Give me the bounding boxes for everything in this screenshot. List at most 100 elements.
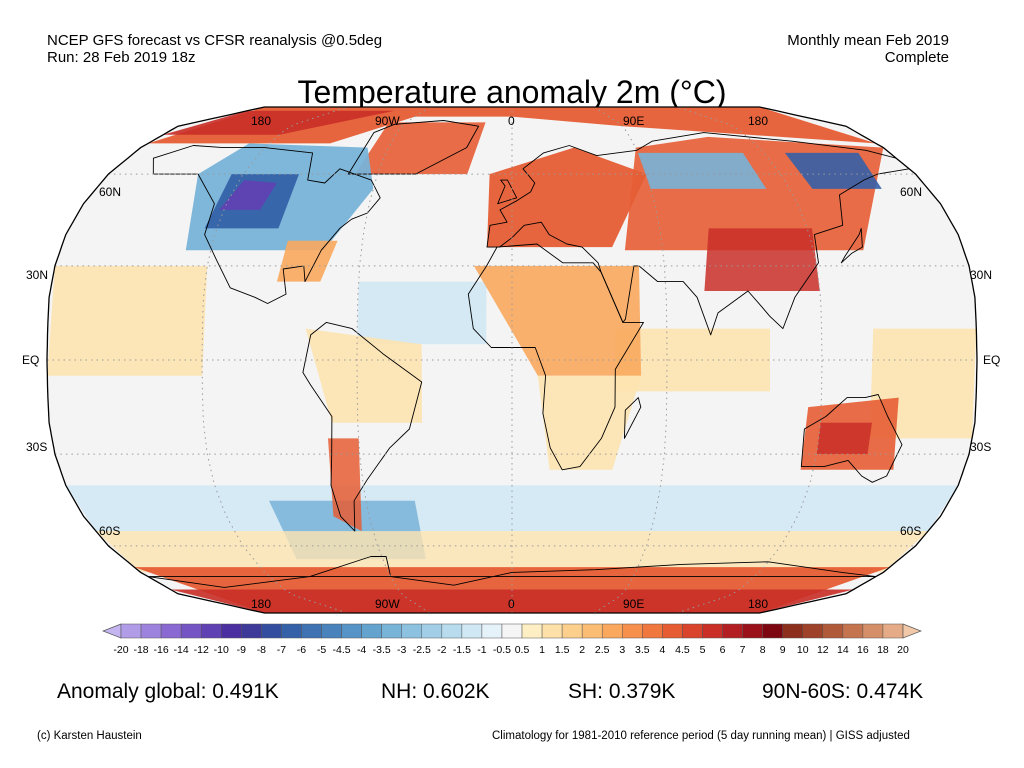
- colorbar-swatch: [140, 623, 162, 639]
- colorbar-swatch: [782, 623, 803, 639]
- colorbar-swatch: [762, 623, 783, 639]
- colorbar-swatch: [401, 623, 423, 639]
- colorbar-swatch: [241, 623, 262, 639]
- colorbar-tick-label: 0.5: [515, 644, 530, 656]
- colorbar-tick-label: 14: [837, 644, 849, 656]
- colorbar-tick-label: 3.5: [635, 644, 650, 656]
- colorbar-swatch: [120, 623, 142, 639]
- colorbar-tick-label: -18: [133, 644, 148, 656]
- western-canada-extreme-cold: [219, 180, 277, 210]
- colorbar-tick-label: 18: [877, 644, 889, 656]
- greenland-warm: [355, 122, 486, 175]
- coast-australia: [800, 394, 903, 483]
- colorbar-tick-label: 1: [539, 644, 545, 656]
- colorbar-tick-label: -6: [297, 644, 306, 656]
- colorbar-tick-label: 5: [700, 644, 706, 656]
- lat-label-right-60s: 60S: [900, 524, 922, 538]
- colorbar-tick-label: -10: [214, 644, 229, 656]
- colorbar-swatch: [882, 623, 904, 639]
- coast-antarctica: [147, 556, 877, 588]
- colorbar-tick-label: 16: [857, 644, 869, 656]
- colorbar-swatch: [160, 623, 182, 639]
- lat-label-left-60n: 60N: [99, 185, 122, 199]
- lon-label-bottom-90e: 90E: [623, 597, 645, 611]
- colorbar-swatch: [421, 623, 443, 639]
- colorbar-tick-label: -8: [257, 644, 266, 656]
- colorbar-swatch: [461, 623, 483, 639]
- stat-nh-anomaly: NH: 0.602K: [381, 680, 490, 703]
- colorbar-tick-label: 2: [579, 644, 585, 656]
- colorbar-swatch: [200, 623, 222, 639]
- colorbar-swatch: [481, 623, 503, 639]
- colorbar-min-extend: [102, 623, 122, 639]
- graticule-grid: [47, 107, 977, 613]
- colorbar-tick-label: 3: [619, 644, 625, 656]
- colorbar-swatch: [321, 623, 342, 639]
- patagonia-warm: [328, 438, 362, 532]
- colorbar-tick-label: -2.5: [413, 644, 431, 656]
- colorbar-swatch: [541, 623, 563, 639]
- colorbar-swatch: [742, 623, 763, 639]
- australia-interior-hot: [816, 422, 872, 455]
- lat-label-left-60s: 60S: [99, 524, 121, 538]
- colorbar-swatch: [441, 623, 463, 639]
- lon-label-bottom-90w: 90W: [375, 597, 400, 611]
- lat-label-right-30s: 30S: [970, 440, 992, 454]
- coast-japan: [840, 227, 863, 264]
- china-very-warm: [704, 228, 820, 291]
- siberia-cold: [637, 152, 767, 189]
- graticule-line: [201, 107, 348, 613]
- colorbar-tick-label: -4: [357, 644, 366, 656]
- colorbar-swatch: [381, 623, 402, 639]
- lat-label-right-eq: EQ: [983, 353, 1001, 367]
- colorbar-tick-label: -2: [437, 644, 446, 656]
- europe-warm: [487, 147, 647, 248]
- colorbar-swatch: [822, 623, 844, 639]
- colorbar-swatch: [221, 623, 242, 639]
- colorbar-swatch: [622, 623, 643, 639]
- header-period: Monthly mean Feb 2019: [787, 32, 949, 49]
- stat-global-anomaly: Anomaly global: 0.491K: [57, 680, 279, 703]
- colorbar-tick-label: -3.5: [373, 644, 391, 656]
- colorbar-swatch: [862, 623, 884, 639]
- map-title: Temperature anomaly 2m (°C): [297, 74, 727, 110]
- colorbar-tick-label: -1: [477, 644, 486, 656]
- colorbar-swatch: [802, 623, 824, 639]
- colorbar-swatch: [662, 623, 683, 639]
- colorbar-tick-label: 7: [740, 644, 746, 656]
- lon-label-top-90w: 90W: [375, 114, 400, 128]
- lat-label-right-60n: 60N: [900, 185, 923, 199]
- lon-label-top-180e: 180: [748, 114, 769, 128]
- colorbar-tick-label: 1.5: [555, 644, 570, 656]
- footer-credit: (c) Karsten Haustein: [37, 730, 142, 742]
- north-africa-warm: [473, 265, 642, 376]
- colorbar-swatch: [722, 623, 743, 639]
- lon-label-top-180w: 180: [251, 114, 272, 128]
- colorbar-swatch: [642, 623, 663, 639]
- colorbar-swatch: [180, 623, 202, 639]
- colorbar-tick-label: 8: [760, 644, 766, 656]
- northeast-siberia-cold: [784, 152, 882, 189]
- colorbar-tick-label: 2.5: [595, 644, 610, 656]
- colorbar-tick-label: 12: [817, 644, 829, 656]
- colorbar-tick-label: 9: [780, 644, 786, 656]
- colorbar-swatch: [281, 623, 302, 639]
- pacific-warm-band: [47, 265, 208, 376]
- colorbar-tick-label: -20: [113, 644, 128, 656]
- map-boundary: [46, 106, 978, 614]
- colorbar-swatch: [521, 623, 543, 639]
- coast-madagascar: [623, 397, 642, 439]
- lon-label-top-0: 0: [508, 114, 515, 128]
- atlantic-cool-band: [357, 281, 487, 345]
- colorbar-tick-label: -9: [237, 644, 246, 656]
- lon-label-top-90e: 90E: [623, 114, 645, 128]
- colorbar-tick-label: 4: [659, 644, 665, 656]
- colorbar-tick-label: 4.5: [675, 644, 690, 656]
- graticule-line: [676, 107, 823, 613]
- colorbar: -20 -18 -16 -14 -12 -10 -9 -8 -7 -6 -5 -4.5 -4 -3.5 -3…: [102, 623, 922, 656]
- colorbar-tick-label: -3: [397, 644, 406, 656]
- colorbar-tick-label: -1.5: [453, 644, 471, 656]
- colorbar-swatch: [301, 623, 322, 639]
